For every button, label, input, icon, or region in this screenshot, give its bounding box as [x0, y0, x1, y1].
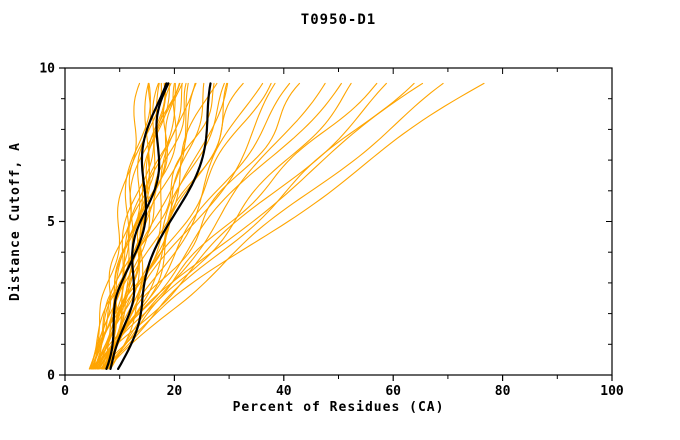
y-axis-label: Distance Cutoff, A — [8, 142, 23, 301]
model-curve-orange — [109, 82, 326, 370]
model-curve-orange — [92, 82, 342, 370]
model-curve-black — [105, 82, 168, 370]
x-tick-label: 20 — [167, 384, 183, 399]
model-curve-orange — [89, 82, 215, 370]
plot-frame — [64, 67, 613, 376]
model-curve-orange — [101, 82, 189, 370]
model-curve-orange — [95, 82, 424, 370]
y-tick-label: 5 — [47, 215, 55, 230]
model-curve-orange — [97, 82, 272, 370]
chart-title: T0950-D1 — [300, 12, 377, 28]
model-curve-orange — [91, 82, 170, 370]
model-curve-orange — [99, 82, 485, 370]
model-curve-orange — [89, 82, 167, 370]
y-tick-label: 0 — [47, 369, 55, 384]
model-curve-orange — [107, 82, 196, 370]
model-curve-orange — [88, 82, 176, 370]
model-curve-orange — [110, 82, 205, 370]
model-curve-orange — [91, 82, 387, 370]
y-tick-label: 10 — [39, 62, 55, 77]
model-curve-orange — [107, 82, 444, 370]
x-tick-label: 0 — [61, 384, 69, 399]
x-tick-label: 40 — [276, 384, 292, 399]
model-curve-orange — [89, 82, 141, 370]
model-curve-black — [117, 82, 212, 370]
model-curve-orange — [96, 82, 301, 370]
x-tick-label: 60 — [385, 384, 401, 399]
x-tick-label: 80 — [495, 384, 511, 399]
model-curve-orange — [98, 82, 218, 370]
model-curve-orange — [91, 82, 197, 370]
model-curve-orange — [93, 82, 159, 370]
model-curve-orange — [103, 82, 352, 370]
model-curve-black — [109, 82, 170, 370]
model-curve-orange — [102, 82, 291, 370]
x-tick-label: 100 — [600, 384, 624, 399]
model-curve-orange — [97, 82, 378, 370]
x-axis-label: Percent of Residues (CA) — [232, 400, 445, 415]
